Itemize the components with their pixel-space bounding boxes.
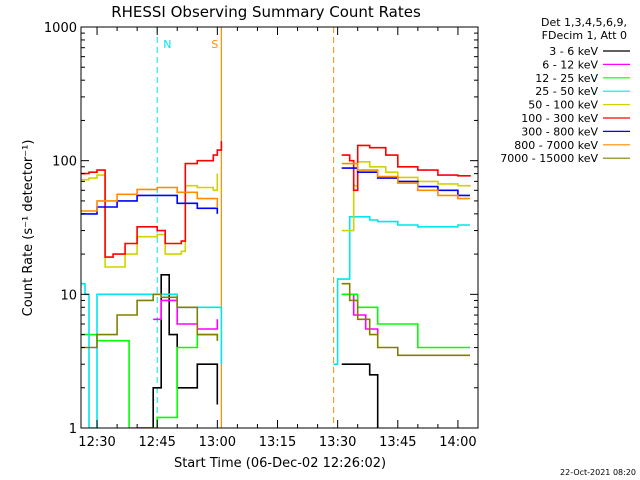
x-tick-label-6: 14:00 (439, 435, 476, 450)
y-axis-title: Count Rate (s⁻¹ detector⁻¹) (21, 140, 36, 317)
series-line-0 (137, 274, 379, 428)
chart-title: RHESSI Observing Summary Count Rates (111, 3, 421, 21)
series-line-6 (81, 167, 470, 215)
legend-label-6: 300 - 800 keV (521, 125, 598, 138)
series-line-7 (81, 162, 470, 212)
legend-label-4: 50 - 100 keV (528, 99, 598, 112)
y-tick-label-3: 1000 (44, 21, 77, 36)
legend-label-3: 25 - 50 keV (535, 85, 598, 98)
x-tick-label-0: 12:30 (78, 435, 115, 450)
legend: Det 1,3,4,5,6,9, FDecim 1, Att 0 3 - 6 k… (500, 16, 630, 165)
legend-label-1: 6 - 12 keV (542, 58, 598, 71)
marker-label-n: N (163, 38, 171, 51)
plot-frame (80, 26, 479, 429)
legend-header-line-1: Det 1,3,4,5,6,9, (541, 16, 627, 29)
x-tick-label-3: 13:15 (259, 435, 296, 450)
x-tick-label-5: 13:45 (379, 435, 416, 450)
x-axis-title: Start Time (06-Dec-02 12:26:02) (174, 456, 386, 471)
axes: 12:30 12:45 13:00 13:15 13:30 13:45 14:00 1 10 10… (44, 21, 479, 450)
x-tick-label-1: 12:45 (138, 435, 175, 450)
legend-label-0: 3 - 6 keV (549, 45, 598, 58)
series-line-5 (81, 141, 471, 258)
legend-label-7: 800 - 7000 keV (514, 139, 598, 152)
marker-label-s: S (211, 38, 218, 51)
series-line-8 (81, 282, 470, 357)
legend-label-2: 12 - 25 keV (535, 72, 598, 85)
y-tick-label-1: 10 (60, 288, 77, 303)
x-tick-label-2: 13:00 (199, 435, 236, 450)
footer-timestamp: 22-Oct-2021 08:20 (560, 468, 636, 477)
legend-label-8: 7000 - 15000 keV (500, 152, 598, 165)
x-tick-label-4: 13:30 (319, 435, 356, 450)
legend-header-line-2: FDecim 1, Att 0 (542, 29, 627, 42)
y-tick-label-2: 100 (52, 155, 77, 170)
legend-label-5: 100 - 300 keV (521, 112, 598, 125)
y-tick-label-0: 1 (69, 422, 77, 437)
